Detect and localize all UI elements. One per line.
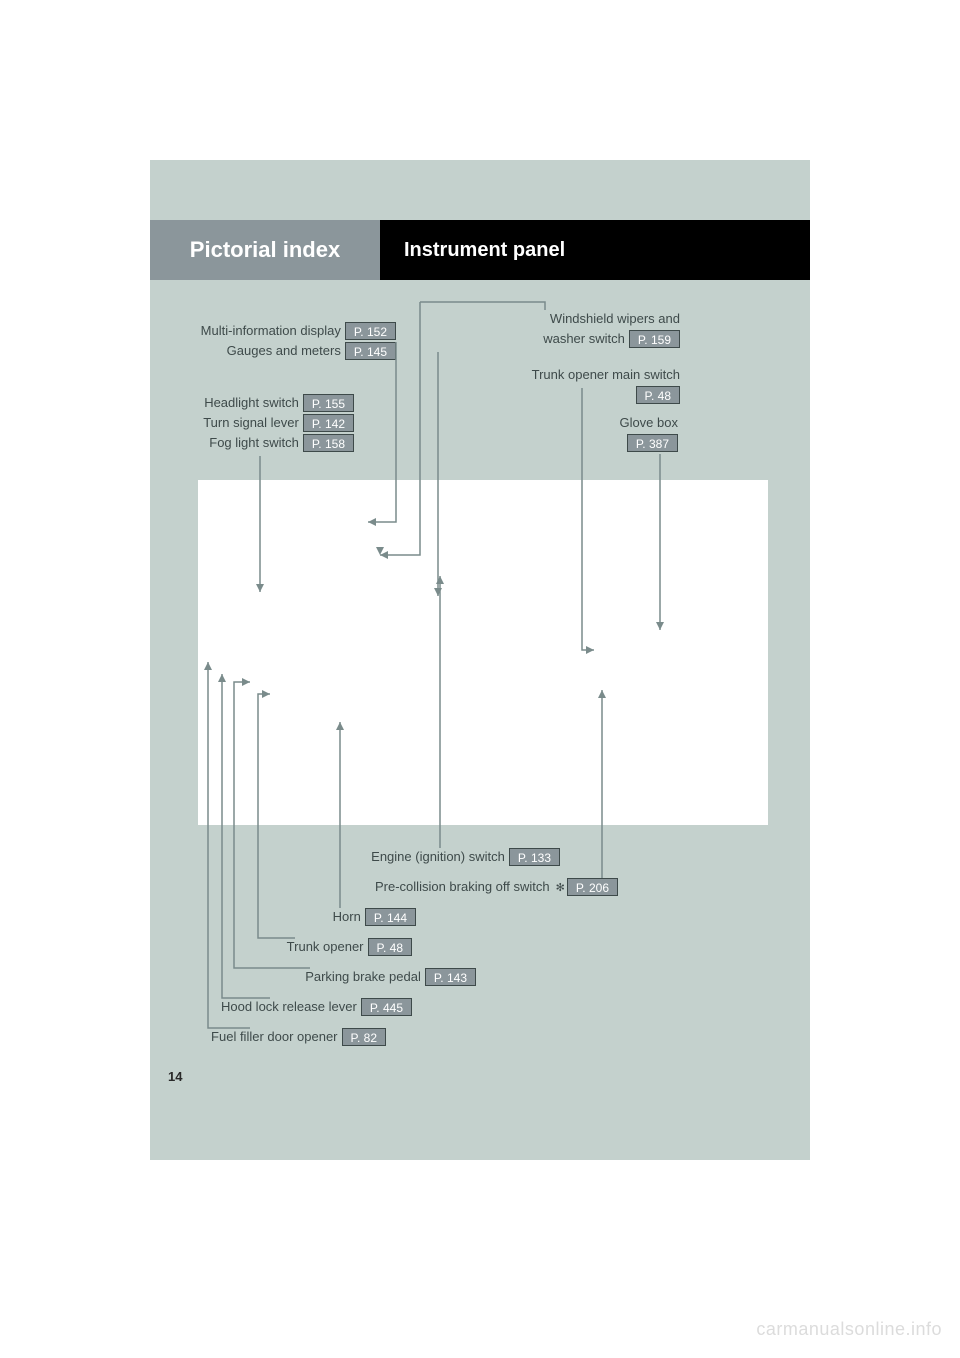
callout-label: Glove box bbox=[619, 414, 678, 432]
callout-label: Multi-information display bbox=[201, 322, 345, 340]
page-ref[interactable]: P. 143 bbox=[425, 968, 476, 986]
page-ref[interactable]: P. 155 bbox=[303, 394, 354, 412]
callout-row: Pre-collision braking off switch✻P. 206 bbox=[196, 878, 618, 896]
asterisk-icon: ✻ bbox=[554, 881, 567, 894]
page-ref[interactable]: P. 145 bbox=[345, 342, 396, 360]
page-ref[interactable]: P. 445 bbox=[361, 998, 412, 1016]
callout-row: Multi-information displayP. 152 bbox=[196, 322, 396, 340]
page-header: Pictorial index Instrument panel bbox=[150, 220, 810, 280]
page-ref[interactable]: P. 158 bbox=[303, 434, 354, 452]
callout-glove-box: Glove box P. 387 bbox=[619, 414, 678, 452]
page-ref[interactable]: P. 48 bbox=[636, 386, 680, 404]
callout-row: Gauges and metersP. 145 bbox=[196, 342, 396, 360]
callout-label: Headlight switch bbox=[204, 394, 303, 412]
page-ref[interactable]: P. 387 bbox=[627, 434, 678, 452]
callout-row: Trunk openerP. 48 bbox=[196, 938, 412, 956]
header-left-tab: Pictorial index bbox=[150, 220, 380, 280]
page-ref[interactable]: P. 159 bbox=[629, 330, 680, 348]
callout-label: Turn signal lever bbox=[203, 414, 303, 432]
callout-label: Engine (ignition) switch bbox=[371, 848, 509, 866]
watermark: carmanualsonline.info bbox=[756, 1319, 942, 1340]
callout-label: Gauges and meters bbox=[227, 342, 345, 360]
callout-row: HornP. 144 bbox=[196, 908, 416, 926]
callout-label: Pre-collision braking off switch bbox=[375, 878, 554, 896]
page-ref[interactable]: P. 144 bbox=[365, 908, 416, 926]
callout-label: Trunk opener main switch bbox=[532, 366, 680, 384]
callout-label: Trunk opener bbox=[287, 938, 368, 956]
callout-label: Fuel filler door opener bbox=[211, 1028, 341, 1046]
callout-label: Fog light switch bbox=[209, 434, 303, 452]
callout-label: Windshield wipers and bbox=[543, 310, 680, 328]
callout-label: Parking brake pedal bbox=[305, 968, 425, 986]
page-ref[interactable]: P. 142 bbox=[303, 414, 354, 432]
page-ref[interactable]: P. 82 bbox=[342, 1028, 386, 1046]
page-ref[interactable]: P. 206 bbox=[567, 878, 618, 896]
diagram-image-area bbox=[198, 480, 768, 825]
callout-row: Fuel filler door openerP. 82 bbox=[196, 1028, 386, 1046]
callout-windshield: Windshield wipers and washer switch P. 1… bbox=[543, 310, 680, 348]
callout-row: Engine (ignition) switchP. 133 bbox=[196, 848, 560, 866]
callout-group-top-left: Multi-information displayP. 152Gauges an… bbox=[196, 322, 396, 360]
callout-row: Parking brake pedalP. 143 bbox=[196, 968, 476, 986]
manual-page: Pictorial index Instrument panel Multi-i… bbox=[150, 160, 810, 1160]
page-ref[interactable]: P. 152 bbox=[345, 322, 396, 340]
header-right-title: Instrument panel bbox=[380, 220, 810, 280]
callout-label: Horn bbox=[333, 908, 365, 926]
callout-row: Turn signal leverP. 142 bbox=[196, 414, 354, 432]
callout-label: Hood lock release lever bbox=[221, 998, 361, 1016]
page-ref[interactable]: P. 133 bbox=[509, 848, 560, 866]
callout-row: Headlight switchP. 155 bbox=[196, 394, 354, 412]
callout-group-mid-left: Headlight switchP. 155Turn signal leverP… bbox=[196, 394, 354, 452]
page-number: 14 bbox=[168, 1069, 182, 1084]
callout-row: Hood lock release leverP. 445 bbox=[196, 998, 412, 1016]
callout-label: washer switch bbox=[543, 330, 629, 348]
callout-trunk-main: Trunk opener main switch P. 48 bbox=[532, 366, 680, 404]
page-ref[interactable]: P. 48 bbox=[368, 938, 412, 956]
callout-row: Fog light switchP. 158 bbox=[196, 434, 354, 452]
